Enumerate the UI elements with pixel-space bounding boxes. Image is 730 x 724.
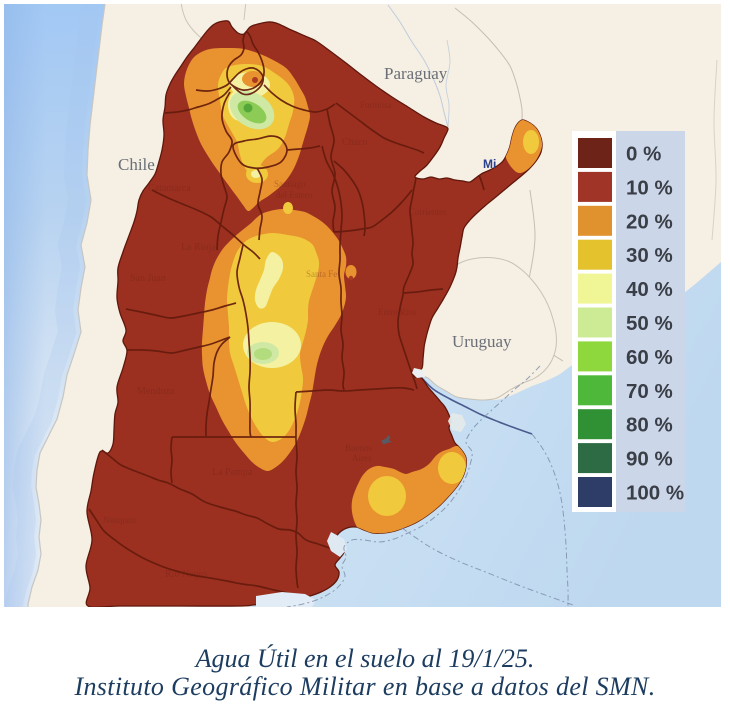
svg-text:80 %: 80 %: [626, 414, 673, 437]
svg-text:Chaco: Chaco: [342, 137, 368, 148]
svg-text:Corrientes: Corrientes: [409, 207, 447, 217]
svg-text:0 %: 0 %: [626, 143, 661, 166]
svg-text:Formosa: Formosa: [360, 100, 392, 110]
svg-text:Neuquen: Neuquen: [103, 515, 136, 525]
svg-text:del Estero: del Estero: [276, 190, 313, 200]
svg-text:Buenos: Buenos: [345, 443, 372, 453]
svg-text:50 %: 50 %: [626, 312, 673, 335]
svg-text:Mendoza: Mendoza: [137, 386, 175, 397]
svg-text:100 %: 100 %: [626, 482, 684, 505]
svg-text:Mi: Mi: [483, 157, 496, 171]
svg-text:20 %: 20 %: [626, 210, 673, 233]
svg-text:Santiago: Santiago: [274, 179, 306, 189]
svg-text:Entre Rios: Entre Rios: [378, 307, 417, 317]
svg-text:10 %: 10 %: [626, 176, 673, 199]
svg-text:San Juan: San Juan: [130, 273, 166, 284]
svg-text:Chile: Chile: [118, 155, 155, 174]
svg-text:Agua Útil en el suelo al 19/1/: Agua Útil en el suelo al 19/1/25.: [194, 644, 535, 673]
svg-text:Paraguay: Paraguay: [384, 64, 448, 83]
svg-text:70 %: 70 %: [626, 380, 673, 403]
svg-text:Uruguay: Uruguay: [452, 332, 512, 351]
svg-text:La Rioja: La Rioja: [181, 242, 216, 253]
svg-text:40 %: 40 %: [626, 278, 673, 301]
svg-text:Rio Negro: Rio Negro: [165, 569, 207, 580]
svg-text:Santa Fe: Santa Fe: [306, 269, 337, 279]
svg-text:La Pampa: La Pampa: [212, 467, 253, 478]
svg-text:30 %: 30 %: [626, 244, 673, 267]
svg-text:60 %: 60 %: [626, 346, 673, 369]
svg-text:Instituto Geográfico Militar e: Instituto Geográfico Militar en base a d…: [73, 672, 655, 701]
svg-text:Catamarca: Catamarca: [148, 183, 191, 194]
svg-text:Aires: Aires: [352, 453, 372, 463]
svg-text:90 %: 90 %: [626, 448, 673, 471]
